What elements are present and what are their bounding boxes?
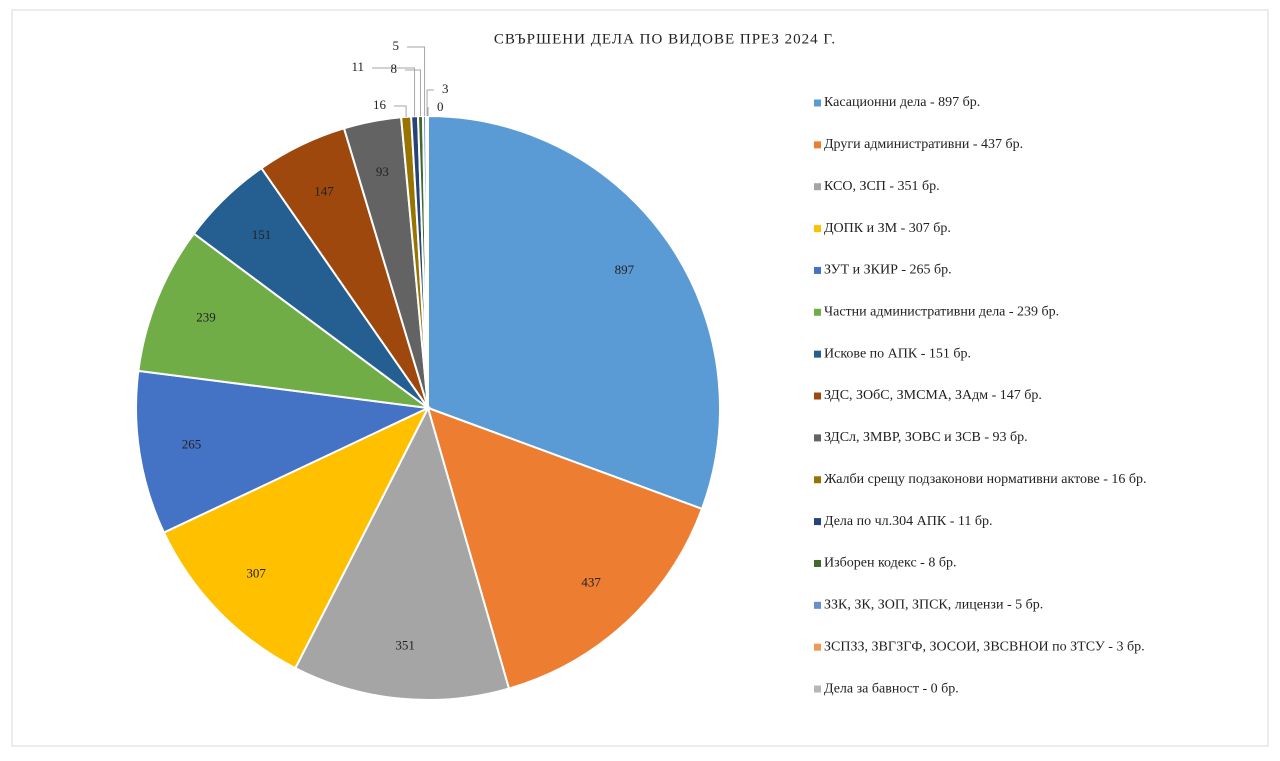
pie-slice <box>135 369 432 534</box>
legend-label: Касационни дела - 897 бр. <box>824 95 980 110</box>
legend-label: Искове по АПК - 151 бр. <box>824 346 971 361</box>
legend-label: ЗДСл, ЗМВР, ЗОВС и ЗСВ - 93 бр. <box>824 430 1028 445</box>
data-label: 3 <box>442 81 449 96</box>
pie-slice <box>426 406 704 690</box>
chart-title: СВЪРШЕНИ ДЕЛА ПО ВИДОВЕ ПРЕЗ 2024 Г. <box>494 31 836 47</box>
legend-swatch <box>814 601 821 609</box>
legend-swatch <box>814 643 821 651</box>
pie-slice <box>293 405 511 701</box>
legend-swatch <box>814 476 821 484</box>
data-label: 147 <box>314 183 334 198</box>
legend-swatch <box>814 559 821 567</box>
legend-label: ЗУТ и ЗКИР - 265 бр. <box>824 263 952 278</box>
legend-swatch <box>814 99 821 107</box>
pie-slice <box>427 114 721 511</box>
leader-line <box>426 89 434 117</box>
legend-label: Частни административни дела - 239 бр. <box>824 305 1059 320</box>
legend-label: Други административни - 437 бр. <box>824 137 1023 152</box>
legend-swatch <box>814 434 821 442</box>
data-label: 11 <box>351 59 364 74</box>
data-label: 5 <box>393 38 400 53</box>
data-label: 93 <box>376 164 389 179</box>
legend-swatch <box>814 225 821 233</box>
legend-swatch <box>814 183 821 191</box>
legend-label: Жалби срещу подзаконови нормативни актов… <box>824 472 1147 487</box>
data-label: 16 <box>373 97 387 112</box>
legend-label: ЗДС, ЗОбС, ЗМСМА, ЗАдм - 147 бр. <box>824 388 1042 403</box>
data-label: 239 <box>196 309 216 324</box>
leader-line <box>427 107 429 116</box>
legend-swatch <box>814 685 821 693</box>
legend-swatch <box>814 392 821 400</box>
leader-line <box>407 46 426 117</box>
data-label: 351 <box>395 637 415 652</box>
legend-swatch <box>814 266 821 274</box>
legend-label: Дела за бавност - 0 бр. <box>824 681 959 696</box>
leader-line <box>394 105 407 117</box>
legend-swatch <box>814 350 821 358</box>
legend-label: ЗЗК, ЗК, ЗОП, ЗПСК, лицензи - 5 бр. <box>824 598 1043 613</box>
leader-line <box>405 69 421 117</box>
data-label: 897 <box>615 262 635 277</box>
leader-line <box>372 67 416 117</box>
pie-slice <box>162 405 431 670</box>
legend-label: Изборен кодекс - 8 бр. <box>824 556 956 571</box>
data-label: 0 <box>437 99 444 114</box>
legend-label: ДОПК и ЗМ - 307 бр. <box>824 221 951 236</box>
legend-label: ЗСПЗЗ, ЗВГЗГФ, ЗОСОИ, ЗВСВНОИ по ЗТСУ - … <box>824 639 1145 654</box>
legend-swatch <box>814 308 821 316</box>
data-label: 437 <box>581 574 601 589</box>
data-label: 151 <box>252 227 272 242</box>
legend-swatch <box>814 141 821 149</box>
legend-label: Дела по чл.304 АПК - 11 бр. <box>824 514 992 529</box>
legend-swatch <box>814 518 821 526</box>
data-label: 265 <box>182 436 202 451</box>
data-label: 307 <box>246 566 266 581</box>
pie-slice <box>137 232 432 410</box>
data-label: 8 <box>391 61 398 76</box>
legend-label: КСО, ЗСП - 351 бр. <box>824 179 940 194</box>
